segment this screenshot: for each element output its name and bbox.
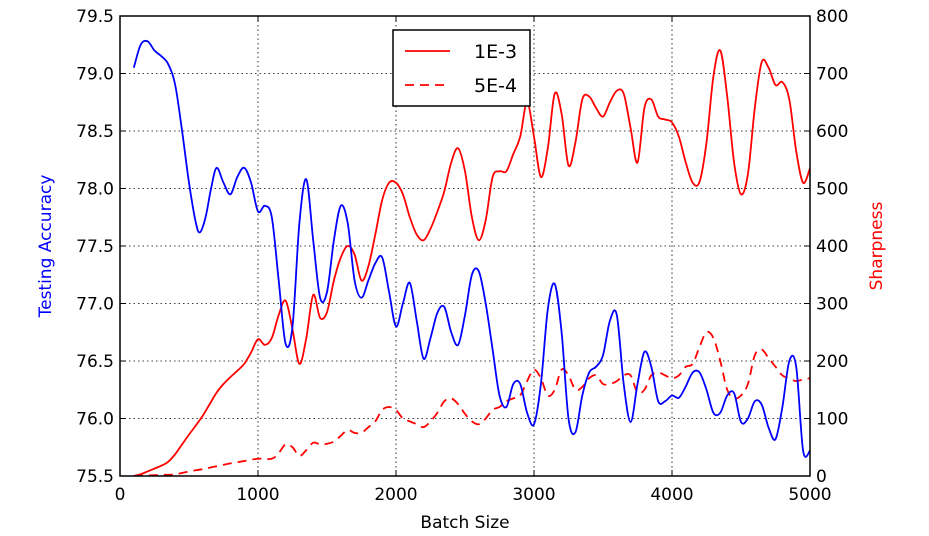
x-tick-label: 3000 [512, 485, 555, 505]
y-right-tick-label: 800 [816, 7, 848, 27]
y-left-tick-label: 79.0 [76, 65, 114, 85]
y-left-tick-label: 77.0 [76, 295, 114, 315]
y-right-tick-label: 500 [816, 180, 848, 200]
legend-label-1e-3: 1E-3 [474, 41, 517, 63]
ticks: 0 1000 2000 3000 4000 500075.576.076.577.077.… [76, 7, 848, 505]
y-axis-left-label: Testing Accuracy [36, 175, 56, 319]
x-tick-label: 2000 [374, 485, 417, 505]
y-right-tick-label: 700 [816, 65, 848, 85]
legend-box [392, 29, 531, 107]
y-right-tick-label: 300 [816, 295, 848, 315]
x-tick-label: 0 [115, 485, 126, 505]
x-axis-label: Batch Size [420, 513, 509, 533]
series-line-1e-3 [133, 49, 810, 476]
y-right-tick-label: 0 [816, 467, 827, 487]
y-right-tick-label: 600 [816, 122, 848, 142]
y-right-tick-label: 400 [816, 237, 848, 257]
x-tick-label: 1000 [236, 485, 279, 505]
series-line-5e-4 [133, 330, 810, 476]
x-tick-label: 5000 [788, 485, 831, 505]
legend-label-5e-4: 5E-4 [474, 75, 517, 97]
y-right-tick-label: 200 [816, 352, 848, 372]
y-left-tick-label: 76.5 [76, 352, 114, 372]
y-right-tick-label: 100 [816, 410, 848, 430]
y-left-tick-label: 78.0 [76, 180, 114, 200]
y-left-tick-label: 78.5 [76, 122, 114, 142]
y-left-tick-label: 77.5 [76, 237, 114, 257]
series-line-testing-accuracy [132, 39, 810, 458]
y-left-tick-label: 75.5 [76, 467, 114, 487]
y-left-tick-label: 76.0 [76, 410, 114, 430]
x-tick-label: 4000 [650, 485, 693, 505]
y-left-tick-label: 79.5 [76, 7, 114, 27]
legend: 1E-3 5E-4 [392, 29, 531, 107]
series-layer [132, 39, 810, 476]
y-axis-right-label: Sharpness [867, 202, 887, 291]
